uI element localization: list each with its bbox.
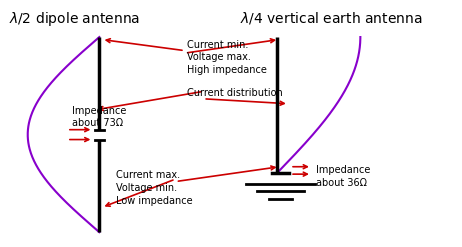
Text: Current min.
Voltage max.
High impedance: Current min. Voltage max. High impedance: [187, 40, 267, 75]
Text: $\lambda$/2 dipole antenna: $\lambda$/2 dipole antenna: [9, 10, 140, 28]
Text: Current distribution: Current distribution: [187, 88, 283, 98]
Text: $\lambda$/4 vertical earth antenna: $\lambda$/4 vertical earth antenna: [240, 10, 423, 26]
Text: Impedance
about 36Ω: Impedance about 36Ω: [316, 165, 371, 188]
Text: Current max.
Voltage min.
Low impedance: Current max. Voltage min. Low impedance: [116, 170, 192, 206]
Text: Impedance
about 73Ω: Impedance about 73Ω: [72, 106, 126, 128]
